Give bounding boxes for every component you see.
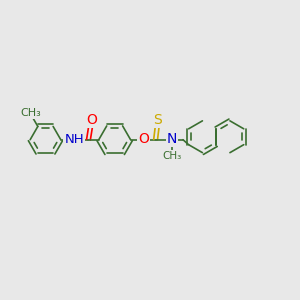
Text: O: O [86,113,97,127]
Text: NH: NH [64,133,84,146]
Text: O: O [138,132,149,146]
Text: CH₃: CH₃ [163,151,182,161]
Text: CH₃: CH₃ [20,108,41,118]
Text: N: N [167,132,177,146]
Text: S: S [154,113,162,127]
